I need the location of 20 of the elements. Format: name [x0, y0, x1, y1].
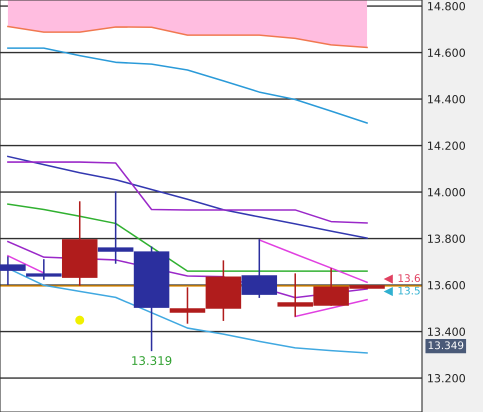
y-tick-label: 14.800 [428, 2, 465, 10]
line-series [7, 47, 368, 124]
y-tick-label: 14.000 [428, 188, 465, 196]
line-series [7, 203, 368, 272]
y-tick-label: 14.200 [428, 142, 465, 150]
line-series [7, 161, 368, 224]
y-tick-label: 14.600 [428, 48, 465, 57]
candlestick [26, 259, 62, 280]
line-series [258, 239, 368, 284]
annotation: 13.319 [132, 356, 172, 366]
line-series [7, 156, 368, 239]
text: 13.5 [398, 286, 420, 295]
y-tick-label: 13.600 [428, 281, 465, 290]
y-tick-label: 14.400 [428, 95, 465, 104]
line-series [7, 26, 368, 48]
y-tick-label: 13.400 [428, 328, 465, 336]
text: 13.6 [398, 274, 420, 282]
y-tick-label: 13.800 [428, 234, 465, 243]
y-tick-label: 13.200 [428, 374, 465, 382]
text: 13.349 [428, 341, 464, 350]
